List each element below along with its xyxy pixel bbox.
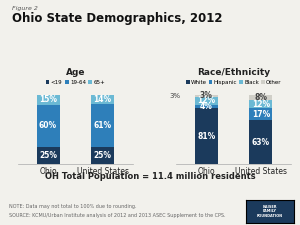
Text: 17%: 17% [252,110,270,119]
Bar [250,100,272,108]
Text: 25%: 25% [94,151,112,160]
Text: 3%: 3% [200,91,213,100]
Text: OH Total Population = 11.4 million residents: OH Total Population = 11.4 million resid… [45,172,255,181]
Bar [250,94,272,100]
Text: 12%: 12% [252,100,270,109]
Text: 81%: 81% [197,131,215,140]
Text: 12%: 12% [197,96,215,105]
Bar [195,94,218,97]
Text: 4%: 4% [200,102,213,111]
Bar [37,147,59,164]
Bar [195,97,218,105]
Text: 25%: 25% [39,151,57,160]
Bar [250,120,272,164]
Bar [91,94,114,104]
Text: Ohio State Demographics, 2012: Ohio State Demographics, 2012 [12,12,223,25]
Text: 3%: 3% [170,92,181,99]
Text: 15%: 15% [39,95,57,104]
Text: KAISER
FAMILY
FOUNDATION: KAISER FAMILY FOUNDATION [257,205,283,218]
Text: 60%: 60% [39,121,57,130]
Bar [195,108,218,164]
Text: 8%: 8% [254,93,268,102]
Text: NOTE: Data may not total to 100% due to rounding.: NOTE: Data may not total to 100% due to … [9,204,136,209]
Text: Figure 2: Figure 2 [12,6,38,11]
Bar [91,147,114,164]
Text: 63%: 63% [252,138,270,147]
Bar [37,94,59,105]
Bar [91,104,114,147]
Title: Race/Ethnicity: Race/Ethnicity [197,68,270,77]
Bar [195,105,218,108]
Legend: White, Hispanic, Black, Other: White, Hispanic, Black, Other [183,78,284,87]
Title: Age: Age [66,68,85,77]
Text: 61%: 61% [94,121,112,130]
Bar [37,105,59,147]
Text: 14%: 14% [94,95,112,104]
Legend: <19, 19-64, 65+: <19, 19-64, 65+ [43,78,107,87]
Bar [250,108,272,120]
Text: SOURCE: KCMU/Urban Institute analysis of 2012 and 2013 ASEC Supplement to the CP: SOURCE: KCMU/Urban Institute analysis of… [9,213,226,218]
